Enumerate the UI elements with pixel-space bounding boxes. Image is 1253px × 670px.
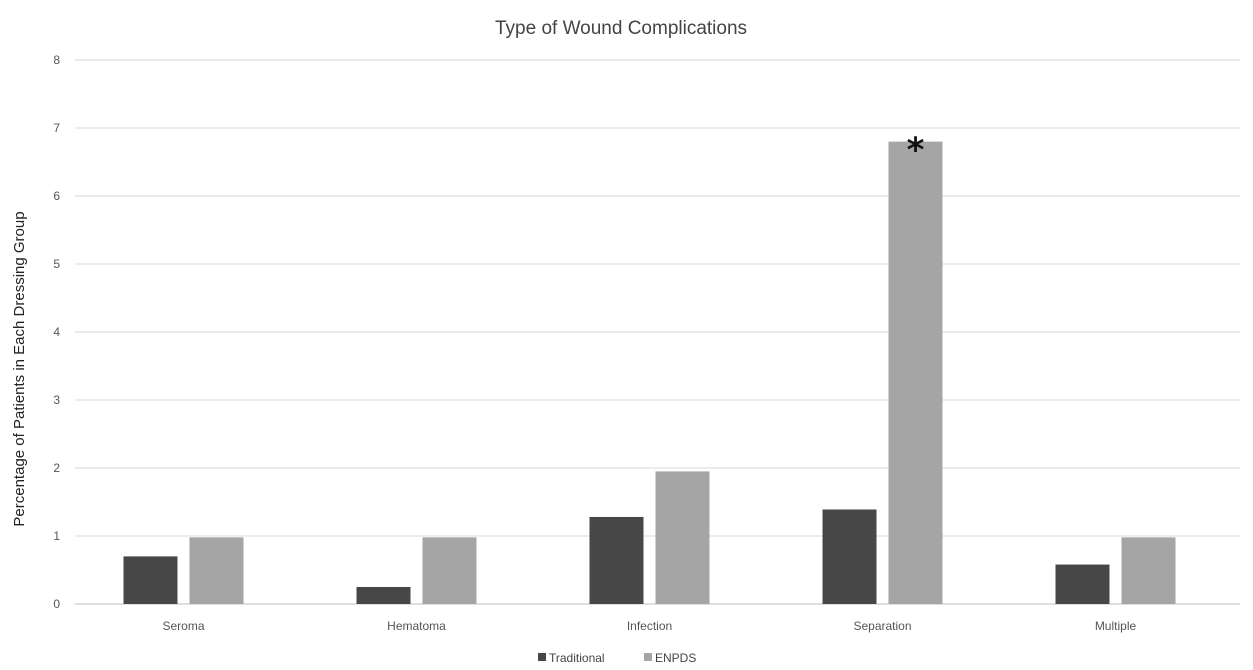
bar-enpds-hematoma — [422, 537, 477, 604]
x-axis-ticks: Seroma Hematoma Infection Separation Multipl… — [162, 619, 1136, 633]
bar-enpds-separation — [888, 141, 943, 604]
legend-swatch-traditional — [538, 653, 546, 661]
y-tick-label: 5 — [53, 257, 60, 271]
legend-label-enpds: ENPDS — [655, 651, 696, 665]
x-tick-label: Separation — [853, 619, 911, 633]
bar-enpds-multiple — [1121, 537, 1176, 604]
bar-traditional-infection — [589, 516, 644, 604]
y-tick-label: 6 — [53, 189, 60, 203]
legend: Traditional ENPDS — [538, 651, 696, 665]
bar-traditional-separation — [822, 509, 877, 604]
bar-traditional-seroma — [123, 556, 178, 604]
y-tick-label: 3 — [53, 393, 60, 407]
x-tick-label: Multiple — [1095, 619, 1137, 633]
x-tick-label: Seroma — [162, 619, 204, 633]
bar-traditional-hematoma — [356, 587, 411, 604]
y-tick-label: 2 — [53, 461, 60, 475]
bar-enpds-seroma — [189, 537, 244, 604]
annotations: * — [907, 131, 925, 171]
bar-traditional-multiple — [1055, 564, 1110, 604]
legend-label-traditional: Traditional — [549, 651, 605, 665]
y-axis-label: Percentage of Patients in Each Dressing … — [11, 211, 28, 526]
y-axis-ticks: 0 1 2 3 4 5 6 7 8 — [53, 53, 60, 611]
bars — [123, 141, 1176, 604]
y-tick-label: 7 — [53, 121, 60, 135]
y-tick-label: 0 — [53, 597, 60, 611]
legend-swatch-enpds — [644, 653, 652, 661]
x-tick-label: Infection — [627, 619, 672, 633]
bar-enpds-infection — [655, 471, 710, 604]
y-tick-label: 1 — [53, 529, 60, 543]
chart-title: Type of Wound Complications — [495, 18, 747, 39]
x-tick-label: Hematoma — [387, 619, 446, 633]
gridlines — [75, 59, 1240, 605]
significance-marker: * — [907, 131, 925, 171]
y-tick-label: 4 — [53, 325, 60, 339]
y-tick-label: 8 — [53, 53, 60, 67]
